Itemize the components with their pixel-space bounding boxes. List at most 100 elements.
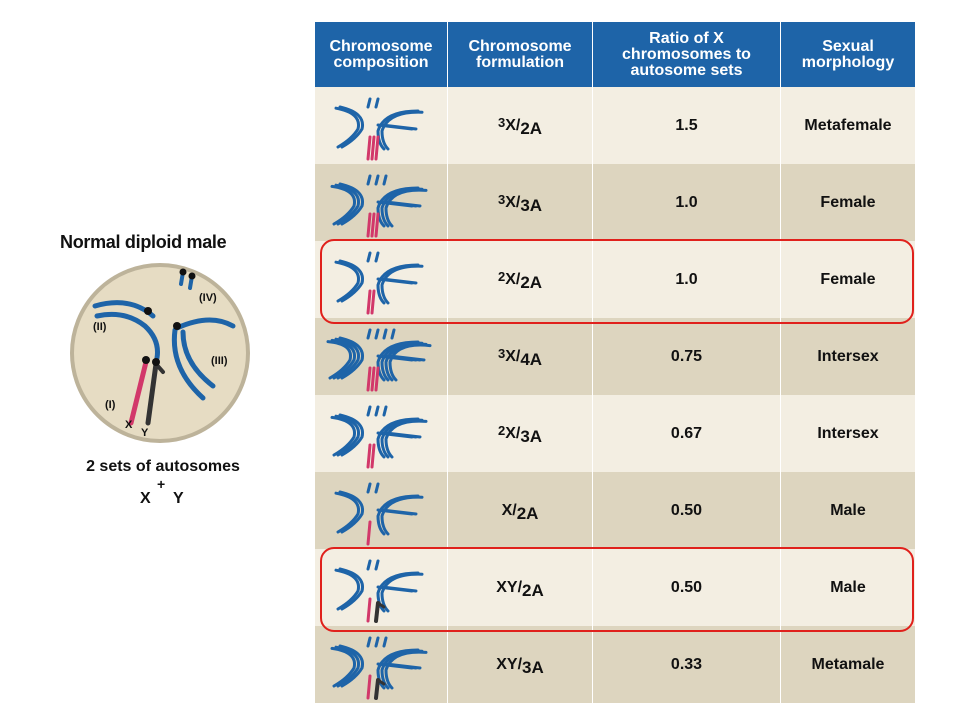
x-chromosome [366, 674, 372, 699]
autosome-left [338, 413, 365, 456]
composition-cell [315, 626, 448, 703]
chromosome-set-icon [334, 251, 424, 314]
cell-circle [70, 263, 250, 443]
autosome-dot [382, 636, 388, 647]
y-chromosome [374, 677, 380, 700]
autosome-dot [382, 405, 388, 416]
autosome-formula: 2A [516, 503, 539, 523]
formulation-cell: 2 X/2A [448, 241, 593, 318]
centromere-iii [173, 322, 181, 330]
autosome-dot [366, 405, 372, 416]
morphology-cell: Intersex [817, 424, 879, 442]
x-chromosome [366, 597, 372, 622]
header-composition: Chromosome composition [315, 22, 448, 87]
ratio-cell: 0.33 [593, 626, 781, 703]
x-chromosome [366, 366, 372, 391]
x-count: 2 [497, 269, 506, 284]
morphology-cell: Intersex [817, 347, 879, 365]
autosome-left [330, 184, 357, 225]
autosome-dot [382, 328, 388, 339]
x-count: 2 [497, 423, 506, 438]
composition-cell [315, 164, 448, 241]
caption-x: X [140, 490, 151, 507]
chromosome-set-icon [326, 328, 432, 391]
morphology-cell: Male [830, 501, 866, 519]
table-row: X/2A 0.50 Male [315, 472, 915, 549]
autosome-right [384, 188, 428, 227]
chromosome-set-icon [334, 482, 424, 545]
sex-formula: X/ [505, 270, 521, 288]
sex-formula: X/ [505, 347, 521, 365]
autosome-left [334, 260, 361, 302]
autosome-dot [374, 97, 380, 108]
autosome-left [334, 183, 361, 225]
sex-formula: X/ [505, 424, 521, 442]
chromosome-ii-2 [94, 311, 160, 361]
x-chromosome [366, 289, 372, 314]
chromosome-set-icon [334, 97, 424, 160]
autosome-dot [374, 174, 380, 185]
label-iii: (III) [211, 355, 228, 367]
x-chromosome [370, 366, 376, 391]
sex-formula: X/ [501, 501, 517, 519]
autosome-dot [366, 636, 372, 647]
x-chromosome [374, 366, 380, 391]
autosome-left [330, 415, 357, 456]
morphology-cell: Female [820, 193, 876, 211]
x-chromosome [366, 443, 372, 468]
composition-cell [315, 549, 448, 626]
autosome-dot [374, 559, 380, 570]
sex-formula: X/ [505, 116, 521, 134]
highlight-box [320, 239, 914, 324]
table-row: XY/2A 0.50 Male [315, 549, 915, 626]
autosome-left [330, 646, 357, 687]
x-chromosome [128, 359, 149, 426]
header-morphology: Sexual morphology [801, 37, 895, 71]
autosome-arm [380, 585, 418, 592]
chromosome-iii-2 [171, 327, 206, 401]
centromere-ii [144, 307, 152, 315]
chromosome-set-icon [330, 174, 428, 237]
x-chromosome [370, 443, 376, 468]
caption-plus: + [157, 476, 166, 492]
ratio-cell: 1.0 [593, 164, 781, 241]
formulation-cell: X/2A [448, 472, 593, 549]
x-chromosome [366, 135, 372, 160]
y-hook [376, 678, 386, 685]
label-x: X [125, 419, 133, 431]
centromere-x [142, 356, 150, 364]
sex-chromosome-caption: X + Y [120, 476, 200, 510]
composition-cell [315, 241, 448, 318]
label-i: (I) [105, 399, 116, 411]
autosome-left [338, 182, 365, 225]
sex-formula: XY/ [496, 655, 523, 673]
autosome-dot [366, 559, 372, 570]
x-chromosome [366, 520, 372, 545]
y-chromosome [145, 361, 159, 426]
y-hook [376, 601, 386, 608]
autosome-dot [366, 328, 372, 339]
autosome-formula: 3A [520, 426, 543, 446]
y-chromosome [374, 600, 380, 623]
autosome-dot [374, 636, 380, 647]
chromosome-set-icon [330, 405, 428, 468]
table-row: 2 X/2A 1.0 Female [315, 241, 915, 318]
autosome-dot [390, 328, 396, 339]
autosome-left [338, 644, 365, 687]
formulation-cell: XY/2A [448, 549, 593, 626]
header-formulation: Chromosome formulation [448, 22, 593, 87]
autosome-dot [374, 328, 380, 339]
autosome-formula: 2A [520, 272, 543, 292]
formulation-cell: XY/3A [448, 626, 593, 703]
autosome-arm [384, 662, 422, 669]
sex-formula: XY/ [496, 578, 523, 596]
ratio-cell: 0.50 [593, 472, 781, 549]
formulation-cell: 2 X/3A [448, 395, 593, 472]
centromere-iv-2 [188, 272, 196, 280]
morphology-cell: Female [820, 270, 876, 288]
autosome-dot [374, 251, 380, 262]
ratio-cell: 1.0 [593, 241, 781, 318]
chromosome-set-icon [334, 559, 424, 623]
autosome-left [334, 106, 361, 148]
formulation-cell: 3 X/2A [448, 87, 593, 164]
